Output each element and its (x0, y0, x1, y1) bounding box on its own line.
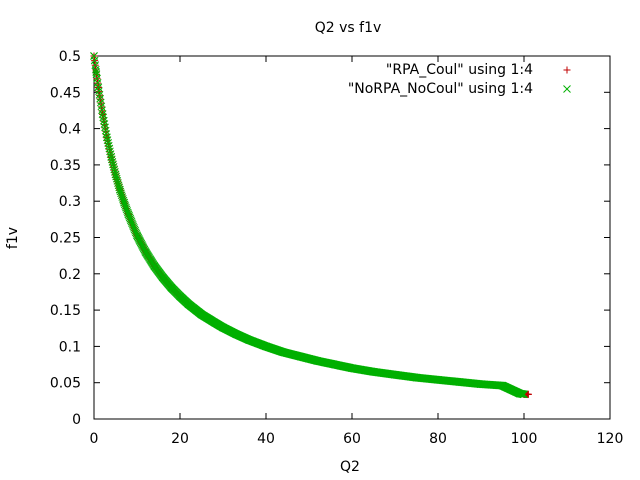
data-point (109, 160, 117, 169)
data-point (348, 364, 356, 373)
data-point (369, 367, 378, 376)
series-rpa-coul (90, 52, 532, 398)
legend-marker (563, 85, 571, 93)
legend-marker (563, 66, 571, 74)
y-tick-label: 0.5 (59, 49, 81, 65)
legend-label: "RPA_Coul" using 1:4 (386, 62, 533, 78)
y-tick-label: 0.05 (50, 376, 81, 392)
data-point (111, 167, 119, 176)
data-point (210, 318, 219, 327)
data-point (477, 380, 485, 389)
x-tick-label: 20 (171, 431, 189, 447)
data-point (111, 170, 120, 179)
legend-label: "NoRPA_NoCoul" using 1:4 (348, 81, 533, 97)
y-tick-label: 0.45 (50, 85, 81, 101)
data-point (99, 113, 108, 122)
data-point (520, 390, 528, 399)
data-point (112, 172, 120, 181)
data-point (124, 210, 133, 219)
data-point (114, 179, 122, 187)
y-tick-label: 0 (72, 412, 81, 428)
data-point (107, 153, 116, 161)
chart-title: Q2 vs f1v (315, 20, 382, 36)
data-point (112, 174, 121, 183)
data-point (107, 155, 116, 164)
y-axis-label: f1v (5, 227, 21, 249)
data-point (498, 381, 507, 390)
data-point (110, 165, 119, 174)
data-point (412, 373, 421, 382)
y-tick-label: 0.1 (59, 339, 81, 355)
data-point (296, 352, 305, 361)
data-point (113, 177, 122, 185)
data-point (391, 370, 399, 379)
data-point (90, 52, 98, 60)
data-point (101, 126, 110, 135)
data-point (158, 273, 167, 282)
x-tick-label: 80 (429, 431, 447, 447)
data-point (176, 292, 184, 301)
data-point (197, 310, 206, 319)
data-point (219, 323, 227, 332)
axis-ticks: 0 20 40 60 80 100 120 0 0.05 0.1 0.15 0.2 0.25 0.3 0.3… (50, 49, 624, 447)
y-tick-label: 0.35 (50, 158, 81, 174)
y-tick-label: 0.25 (50, 231, 81, 247)
data-point (313, 357, 322, 365)
x-tick-label: 120 (597, 431, 624, 447)
data-point (115, 185, 124, 194)
data-point (132, 229, 141, 238)
x-tick-label: 100 (511, 431, 538, 447)
data-point (99, 116, 108, 125)
data-point (141, 248, 150, 256)
data-point (103, 133, 111, 142)
legend: "RPA_Coul" using 1:4 "NoRPA_NoCoul" using… (348, 62, 571, 97)
x-tick-label: 40 (257, 431, 275, 447)
data-point (184, 300, 193, 309)
x-tick-label: 0 (90, 431, 99, 447)
data-point (262, 342, 270, 351)
y-tick-label: 0.15 (50, 303, 81, 319)
data-point (150, 261, 159, 270)
data-point (102, 130, 111, 138)
data-point (133, 231, 141, 240)
data-point (100, 120, 109, 128)
data-point (524, 390, 532, 398)
y-tick-label: 0.4 (59, 122, 81, 138)
data-point (101, 123, 109, 132)
x-axis-label: Q2 (340, 459, 360, 475)
y-tick-label: 0.3 (59, 194, 81, 210)
x-tick-label: 60 (343, 431, 361, 447)
series-layer (90, 52, 532, 399)
data-point (434, 375, 442, 384)
data-point (120, 198, 128, 207)
series-norpa-nocoul (90, 52, 528, 399)
data-point (455, 378, 464, 386)
data-point (244, 336, 253, 344)
data-point (92, 68, 101, 76)
data-point (108, 158, 117, 166)
data-point (114, 181, 123, 190)
data-point (330, 360, 339, 369)
data-point (232, 330, 240, 338)
data-point (98, 110, 107, 118)
data-point (279, 348, 288, 357)
y-tick-label: 0.2 (59, 267, 81, 283)
data-point (94, 83, 103, 92)
data-point (109, 163, 118, 171)
data-point (167, 283, 176, 292)
